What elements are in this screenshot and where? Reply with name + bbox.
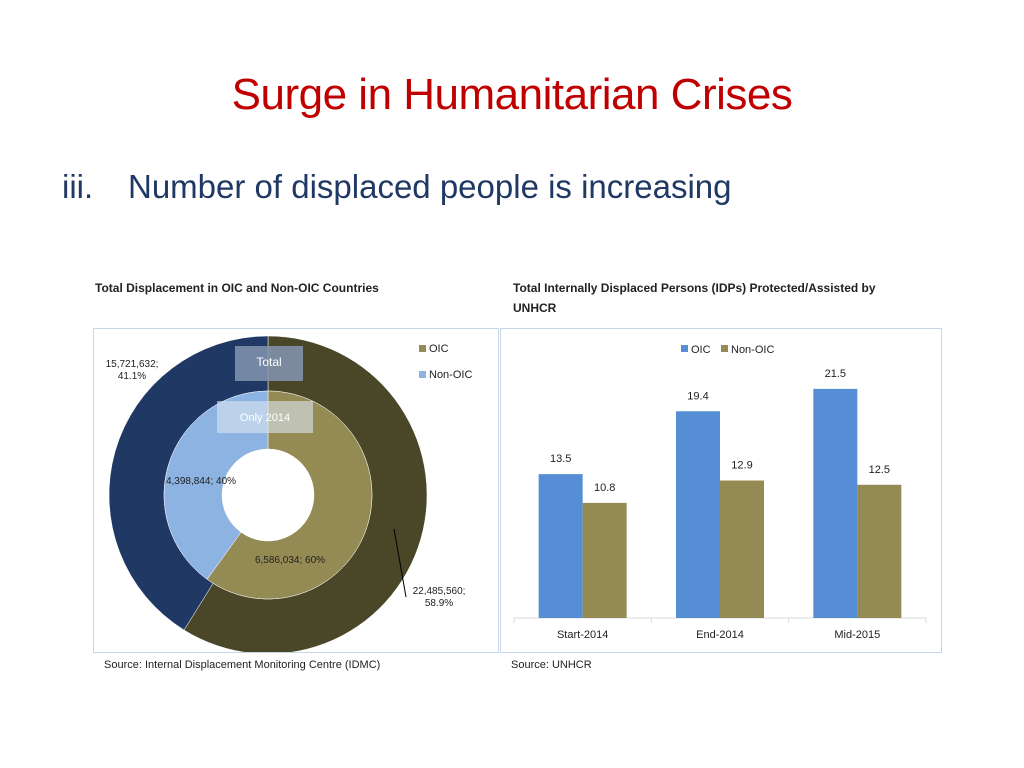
legend-swatch-non-oic (721, 345, 728, 352)
x-tick-label-mid-2015: Mid-2015 (834, 629, 880, 641)
data-label-oic-end-2014: 19.4 (687, 390, 708, 402)
bar-oic-start-2014 (538, 474, 583, 618)
label-total-oic: 15,721,632; 41.1% (106, 359, 159, 382)
data-label-oic-mid-2015: 21.5 (825, 368, 846, 380)
label-leader-line (393, 528, 407, 598)
slide-subtitle: iii. Number of displaced people is increa… (62, 168, 732, 206)
slide-title: Surge in Humanitarian Crises (231, 70, 793, 119)
donut-chart-title: Total Displacement in OIC and Non-OIC Co… (95, 281, 379, 295)
legend-swatch-oic (419, 345, 426, 352)
x-tick-label-start-2014: Start-2014 (557, 629, 608, 641)
data-label-non-oic-mid-2015: 12.5 (869, 464, 890, 476)
bar-non-oic-start-2014 (582, 502, 627, 618)
bar-oic-end-2014 (676, 411, 720, 618)
donut-chart-panel: Total Only 2014 15,721,632; 41.1% 4,398,844;… (93, 328, 499, 655)
bar-oic-mid-2015 (813, 388, 858, 618)
ring-tag-only-2014: Only 2014 (240, 412, 290, 424)
legend-swatch-non-oic (419, 371, 426, 378)
x-tick-label-end-2014: End-2014 (696, 629, 744, 641)
data-label-non-oic-end-2014: 12.9 (731, 460, 752, 472)
ring-tag-total: Total (256, 355, 281, 369)
bar-non-oic-mid-2015 (857, 484, 902, 618)
bar-chart: 13.5 10.8 Start-2014 19.4 12.9 End-2014 21.5 12… (513, 344, 927, 641)
donut-slice-only-2014-oic (163, 390, 269, 580)
label-2014-nonoic: 6,586,034; 60% (255, 555, 325, 566)
bar-non-oic-end-2014 (720, 480, 764, 618)
legend-label-non-oic: Non-OIC (731, 344, 774, 356)
ring-tag-only-2014-bg (217, 401, 313, 433)
donut-chart: Total Only 2014 15,721,632; 41.1% 4,398,844;… (106, 335, 472, 655)
bar-chart-panel: 13.5 10.8 Start-2014 19.4 12.9 End-2014 21.5 12… (500, 328, 942, 653)
legend-label-non-oic: Non-OIC (429, 369, 472, 381)
source-left: Source: Internal Displacement Monitoring… (104, 659, 381, 671)
data-label-oic-start-2014: 13.5 (550, 453, 571, 465)
legend-swatch-oic (681, 345, 688, 352)
donut-slice-only-2014-non-oic (206, 390, 373, 600)
legend-label-oic: OIC (429, 343, 449, 355)
legend-label-oic: OIC (691, 344, 711, 356)
label-2014-oic: 4,398,844; 40% (166, 476, 236, 487)
data-label-non-oic-start-2014: 10.8 (594, 482, 615, 494)
subtitle-text: Number of displaced people is increasing (128, 168, 732, 205)
subtitle-number: iii. (62, 168, 94, 205)
source-right: Source: UNHCR (511, 659, 592, 671)
ring-tag-total-bg (235, 346, 303, 381)
label-total-nonoic: 22,485,560; 58.9% (413, 586, 466, 609)
bar-chart-title: Total Internally Displaced Persons (IDPs… (513, 281, 876, 315)
